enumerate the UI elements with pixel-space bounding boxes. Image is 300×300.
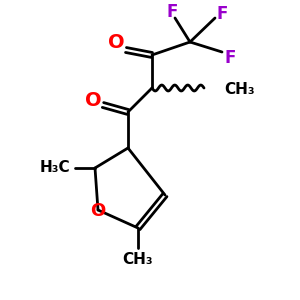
Text: F: F [166, 3, 178, 21]
Text: O: O [90, 202, 106, 220]
Text: CH₃: CH₃ [123, 253, 153, 268]
Text: CH₃: CH₃ [224, 82, 255, 98]
Text: F: F [224, 49, 236, 67]
Text: O: O [108, 34, 124, 52]
Text: O: O [85, 91, 101, 110]
Text: H₃C: H₃C [40, 160, 70, 175]
Text: F: F [216, 5, 228, 23]
